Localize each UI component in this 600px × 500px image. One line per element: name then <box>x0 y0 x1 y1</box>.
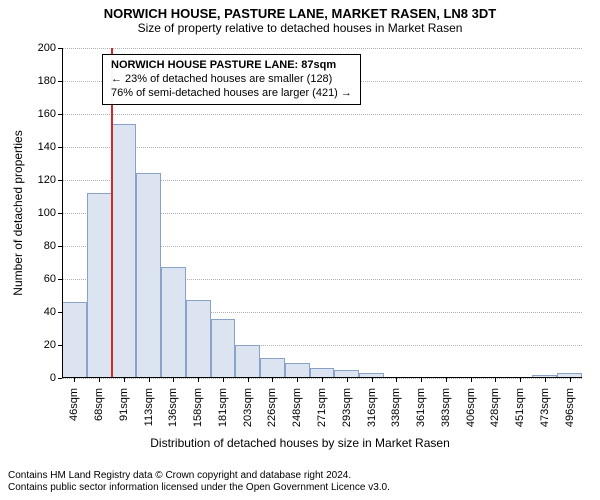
annotation-box: NORWICH HOUSE PASTURE LANE: 87sqm← 23% o… <box>102 54 361 105</box>
xtick-label: 136sqm <box>167 384 179 427</box>
chart-subtitle: Size of property relative to detached ho… <box>0 21 600 39</box>
ytick-label: 160 <box>38 108 62 120</box>
footer-line-2: Contains public sector information licen… <box>8 482 592 494</box>
xtick-label: 451sqm <box>514 384 526 427</box>
xtick-label: 338sqm <box>390 384 402 427</box>
xtick-mark <box>471 378 472 382</box>
x-axis-label: Distribution of detached houses by size … <box>150 436 450 450</box>
xtick-label: 316sqm <box>366 384 378 427</box>
xtick-mark <box>248 378 249 382</box>
footer-line-1: Contains HM Land Registry data © Crown c… <box>8 470 592 482</box>
xtick-label: 383sqm <box>440 384 452 427</box>
xtick-mark <box>421 378 422 382</box>
xtick-mark <box>545 378 546 382</box>
gridline-h <box>62 48 582 50</box>
xtick-label: 406sqm <box>465 384 477 427</box>
axis-line <box>62 48 63 378</box>
xtick-label: 226sqm <box>266 384 278 427</box>
xtick-label: 46sqm <box>68 384 80 421</box>
histogram-bar <box>211 319 236 378</box>
histogram-bar <box>260 358 285 378</box>
ytick-label: 120 <box>38 174 62 186</box>
ytick-label: 180 <box>38 75 62 87</box>
xtick-mark <box>372 378 373 382</box>
xtick-label: 473sqm <box>539 384 551 427</box>
histogram-bar <box>186 300 211 378</box>
xtick-label: 203sqm <box>242 384 254 427</box>
footer-attribution: Contains HM Land Registry data © Crown c… <box>8 470 592 494</box>
xtick-label: 113sqm <box>143 384 155 426</box>
xtick-mark <box>74 378 75 382</box>
xtick-label: 361sqm <box>415 384 427 427</box>
xtick-label: 248sqm <box>291 384 303 427</box>
xtick-label: 91sqm <box>118 384 130 421</box>
xtick-label: 428sqm <box>489 384 501 427</box>
xtick-label: 293sqm <box>341 384 353 427</box>
xtick-mark <box>322 378 323 382</box>
histogram-bar <box>161 267 186 378</box>
xtick-mark <box>173 378 174 382</box>
xtick-mark <box>396 378 397 382</box>
xtick-mark <box>520 378 521 382</box>
gridline-h <box>62 114 582 116</box>
histogram-bar <box>87 193 112 378</box>
xtick-label: 68sqm <box>93 384 105 421</box>
histogram-bar <box>285 363 310 378</box>
chart-container: { "title": "NORWICH HOUSE, PASTURE LANE,… <box>0 0 600 500</box>
xtick-mark <box>446 378 447 382</box>
ytick-label: 60 <box>44 273 62 285</box>
xtick-mark <box>570 378 571 382</box>
ytick-label: 200 <box>38 42 62 54</box>
ytick-label: 100 <box>38 207 62 219</box>
histogram-bar <box>136 173 161 378</box>
axis-line <box>62 377 582 378</box>
histogram-bar <box>112 124 137 378</box>
xtick-mark <box>149 378 150 382</box>
xtick-label: 181sqm <box>217 384 229 427</box>
xtick-mark <box>495 378 496 382</box>
ytick-label: 40 <box>44 306 62 318</box>
histogram-bar <box>62 302 87 378</box>
ytick-label: 20 <box>44 339 62 351</box>
xtick-label: 496sqm <box>564 384 576 427</box>
xtick-mark <box>198 378 199 382</box>
ytick-label: 140 <box>38 141 62 153</box>
annotation-line-2: ← 23% of detached houses are smaller (12… <box>111 73 352 87</box>
ytick-label: 0 <box>50 372 62 384</box>
y-axis-label: Number of detached properties <box>11 130 25 295</box>
gridline-h <box>62 147 582 149</box>
chart-title: NORWICH HOUSE, PASTURE LANE, MARKET RASE… <box>0 0 600 21</box>
xtick-mark <box>99 378 100 382</box>
plot-area: 02040608010012014016018020046sqm68sqm91s… <box>62 48 582 378</box>
xtick-mark <box>347 378 348 382</box>
xtick-mark <box>124 378 125 382</box>
annotation-line-3: 76% of semi-detached houses are larger (… <box>111 87 352 101</box>
xtick-label: 271sqm <box>316 384 328 427</box>
annotation-line-1: NORWICH HOUSE PASTURE LANE: 87sqm <box>111 59 352 73</box>
ytick-label: 80 <box>44 240 62 252</box>
xtick-mark <box>223 378 224 382</box>
histogram-bar <box>235 345 260 378</box>
xtick-mark <box>297 378 298 382</box>
xtick-mark <box>272 378 273 382</box>
xtick-label: 158sqm <box>192 384 204 427</box>
